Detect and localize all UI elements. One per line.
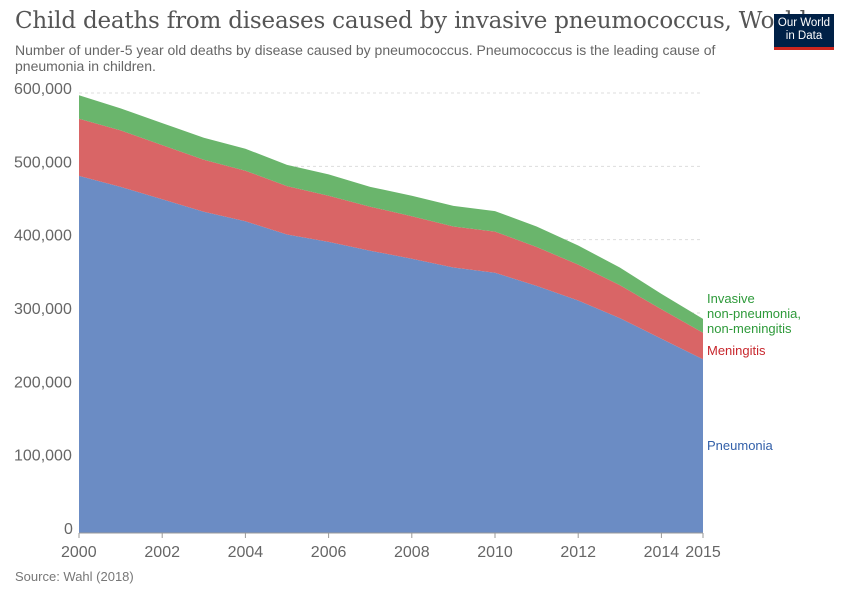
y-tick-label: 300,000 [14, 301, 72, 318]
series-label-invasive-line: Invasive [707, 291, 755, 306]
area-invasive-non-pneumonia-non-meningitis[interactable] [79, 95, 703, 333]
y-tick-label: 200,000 [14, 374, 72, 391]
axes: 0 100,000 200,000 300,000 400,000 500,000 600,… [14, 81, 721, 561]
x-tick-label: 2008 [394, 544, 430, 561]
series-label-invasive-line: non-pneumonia, [707, 306, 801, 321]
series-label-invasive-line: non-meningitis [707, 321, 792, 336]
x-tick-label: 2015 [685, 544, 721, 561]
area-pneumonia[interactable] [79, 175, 703, 533]
x-tick-label: 2006 [311, 544, 347, 561]
logo-line-2: in Data [785, 30, 823, 42]
series-labels: Pneumonia Meningitis Invasivenon-pneumonia… [707, 291, 801, 453]
x-tick-label: 2000 [61, 544, 97, 561]
y-tick-label: 100,000 [14, 448, 72, 465]
logo-line-1: Our World [777, 17, 831, 29]
x-tick-label: 2004 [228, 544, 264, 561]
source-note: Source: Wahl (2018) [15, 569, 134, 584]
chart-title: Child deaths from diseases caused by inv… [15, 8, 807, 34]
x-tick-label: 2012 [560, 544, 596, 561]
x-tick-label: 2002 [144, 544, 180, 561]
y-tick-label: 400,000 [14, 228, 72, 245]
areas [79, 95, 703, 533]
x-tick-label: 2014 [644, 544, 680, 561]
series-label-pneumonia: Pneumonia [707, 438, 774, 453]
x-tick-label: 2010 [477, 544, 513, 561]
chart-subtitle: Number of under-5 year old deaths by dis… [15, 42, 716, 74]
y-tick-label: 0 [64, 521, 73, 538]
owid-logo[interactable]: Our World in Data [774, 14, 834, 50]
series-label-meningitis: Meningitis [707, 343, 766, 358]
area-meningitis[interactable] [79, 118, 703, 360]
y-tick-label: 500,000 [14, 154, 72, 171]
y-tick-label: 600,000 [14, 81, 72, 98]
